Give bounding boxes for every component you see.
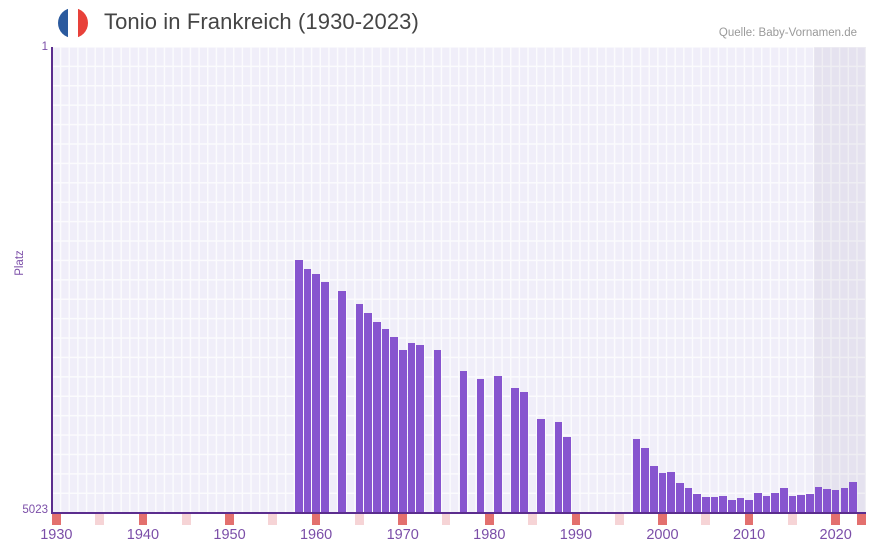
bar — [684, 488, 693, 513]
bar — [364, 313, 372, 513]
bar — [407, 343, 416, 513]
bar — [390, 336, 398, 513]
x-tick-label: 2000 — [646, 527, 679, 543]
chart-header: Tonio in Frankreich (1930-2023) Quelle: … — [0, 0, 873, 45]
y-axis-line — [51, 47, 53, 513]
x-tick-major — [831, 514, 841, 525]
bar — [641, 448, 649, 513]
chart-plot-area — [52, 47, 866, 513]
bar — [736, 498, 745, 513]
highlight-band — [814, 47, 866, 513]
france-flag-icon — [58, 8, 88, 38]
x-tick-major — [857, 514, 866, 525]
x-tick-major — [52, 514, 61, 525]
bar — [823, 488, 831, 513]
bar — [667, 471, 675, 513]
x-tick-label: 1970 — [386, 527, 419, 543]
bar — [814, 486, 823, 513]
bar — [805, 494, 814, 513]
bar — [658, 472, 667, 513]
flag-band-red — [78, 8, 88, 38]
x-tick-minor — [788, 514, 797, 525]
bar — [797, 495, 805, 513]
bar — [494, 376, 502, 513]
x-tick-major — [311, 514, 321, 525]
x-tick-major — [398, 514, 408, 525]
x-tick-minor — [181, 514, 191, 525]
bar — [294, 259, 303, 513]
bar — [693, 494, 701, 513]
bar — [537, 418, 546, 513]
bar — [831, 490, 840, 513]
bar — [563, 436, 572, 513]
bar — [459, 371, 468, 513]
x-tick-minor — [528, 514, 537, 525]
x-tick-minor — [268, 514, 278, 525]
bar — [745, 499, 753, 513]
bar — [416, 344, 424, 513]
bar — [433, 350, 442, 513]
x-tick-label: 1930 — [40, 527, 73, 543]
x-tick-major — [484, 514, 494, 525]
x-tick-minor — [614, 514, 624, 525]
bar — [398, 349, 407, 513]
x-tick-major — [225, 514, 234, 525]
x-tick-label: 1980 — [473, 527, 506, 543]
x-tick-major — [658, 514, 667, 525]
bar-series — [52, 47, 866, 513]
bar — [753, 492, 762, 513]
bar — [303, 269, 312, 513]
bar — [771, 493, 779, 513]
flag-band-blue — [58, 8, 68, 38]
bar — [676, 482, 684, 513]
y-axis-tick-top: 1 — [41, 41, 48, 53]
bar — [788, 495, 797, 513]
bar — [762, 496, 771, 513]
x-tick-label: 1950 — [213, 527, 246, 543]
bar — [632, 438, 641, 513]
bar — [355, 304, 364, 513]
flag-band-white — [68, 8, 78, 38]
x-tick-minor — [441, 514, 451, 525]
page-title: Tonio in Frankreich (1930-2023) — [104, 9, 419, 34]
bar — [701, 497, 710, 513]
x-tick-label: 2010 — [732, 527, 766, 543]
bar — [372, 322, 381, 513]
bar — [476, 378, 485, 513]
bar — [710, 496, 719, 513]
x-tick-minor — [355, 514, 364, 525]
x-tick-major — [744, 514, 754, 525]
x-tick-major — [138, 514, 148, 525]
plot-gridlines — [52, 47, 866, 513]
bar — [719, 495, 727, 513]
bar — [554, 421, 563, 513]
source-label: Quelle: Baby-Vornamen.de — [718, 27, 857, 39]
bar — [520, 391, 528, 513]
x-tick-label: 2020 — [819, 527, 852, 543]
x-tick-label: 1990 — [559, 527, 593, 543]
x-tick-minor — [95, 514, 104, 525]
x-axis-line — [51, 512, 866, 514]
bar — [779, 488, 788, 513]
bar — [338, 291, 346, 513]
x-tick-major — [571, 514, 581, 525]
bar — [320, 282, 329, 513]
bar — [381, 328, 390, 513]
x-tick-label: 1940 — [126, 527, 160, 543]
bar — [650, 465, 658, 513]
bar — [511, 387, 520, 513]
y-axis-tick-bottom: 5023 — [22, 504, 48, 516]
bar — [727, 499, 736, 513]
x-tick-minor — [701, 514, 711, 525]
bar — [312, 274, 320, 513]
x-tick-label: 1960 — [299, 527, 333, 543]
bar — [840, 488, 849, 513]
bar — [849, 482, 857, 513]
